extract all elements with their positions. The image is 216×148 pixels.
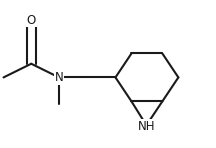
Text: NH: NH xyxy=(138,120,155,133)
Text: N: N xyxy=(55,71,63,84)
Text: O: O xyxy=(27,14,36,27)
